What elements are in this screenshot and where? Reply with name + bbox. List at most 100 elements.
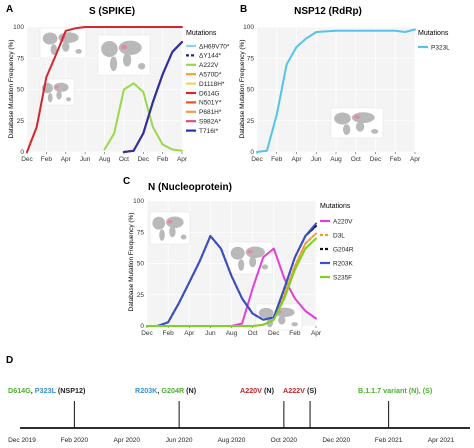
x-tick-label: Apr [184, 330, 195, 337]
map-landmass [42, 32, 58, 45]
map-landmass [230, 246, 245, 260]
x-tick-label: Feb [289, 330, 301, 337]
map-highlight [120, 44, 128, 50]
map-landmass [291, 322, 298, 327]
map-landmass [371, 129, 379, 134]
map-inset [149, 211, 191, 245]
map-landmass [75, 49, 82, 54]
map-landmass [152, 216, 166, 230]
legend-label: P681H* [199, 109, 222, 116]
timeline-event-label: R203K, G204R (N) [135, 386, 197, 395]
timeline-event-text: , [157, 386, 161, 395]
panel-b: B NSP12 (RdRp) Database Mutation Frequen… [239, 4, 450, 163]
y-axis-label: Database Mutation Frequency (%) [239, 40, 246, 139]
series-line [146, 247, 317, 327]
y-tick-label: 100 [243, 24, 254, 31]
timeline-event-text: (NSP12) [56, 386, 86, 395]
x-tick-label: Dec [21, 156, 33, 163]
y-tick-label: 25 [247, 118, 255, 125]
legend-label: S982A* [199, 119, 222, 126]
map-highlight [54, 85, 60, 89]
timeline-event-text: A220V [240, 386, 262, 395]
y-tick-label: 0 [250, 149, 254, 156]
y-tick-label: 50 [247, 87, 255, 94]
map-landmass [122, 53, 132, 67]
timeline-date-label: Oct 2020 [271, 437, 298, 444]
series-line [122, 41, 183, 153]
timeline-date-label: Apr 2021 [428, 437, 455, 444]
timeline-event-label: B.1.1.7 variant (N), (S) [358, 386, 433, 395]
x-tick-label: Aug [99, 156, 111, 163]
map-landmass [109, 56, 118, 71]
x-tick-label: Feb [163, 330, 175, 337]
map-inset [39, 27, 87, 59]
map-landmass [245, 246, 265, 258]
x-tick-label: Feb [157, 156, 169, 163]
panel-letter: D [6, 355, 13, 366]
y-axis-label: Database Mutation Frequency (%) [8, 40, 15, 139]
legend-label: A222V [199, 62, 219, 69]
y-tick-label: 25 [17, 118, 25, 125]
x-tick-label: Oct [119, 156, 129, 163]
panel-title: S (SPIKE) [89, 6, 135, 17]
x-tick-label: Dec [137, 156, 149, 163]
panel-c: C N (Nucleoprotein) Database Mutation Fr… [123, 176, 354, 337]
x-tick-label: Feb [390, 156, 402, 163]
legend-label: T716I* [199, 128, 219, 135]
map-landmass [101, 41, 118, 57]
map-landmass [355, 121, 365, 132]
legend-label: R203K [333, 260, 354, 267]
panel-letter: B [240, 4, 247, 15]
timeline-event-text: G204R [161, 386, 185, 395]
map-landmass [180, 234, 187, 240]
y-tick-label: 25 [137, 292, 145, 299]
x-tick-label: Jun [80, 156, 91, 163]
panel-letter: C [123, 176, 130, 187]
legend-title: Mutations [418, 30, 449, 37]
timeline-date-label: Aug 2020 [218, 437, 246, 444]
map-landmass [66, 97, 71, 102]
y-tick-label: 100 [13, 24, 24, 31]
map-highlight [353, 115, 361, 119]
map-landmass [159, 229, 165, 241]
map-highlight [167, 219, 173, 224]
legend-label: ΔY144* [199, 53, 222, 60]
legend-title: Mutations [320, 203, 351, 210]
map-landmass [351, 112, 375, 123]
x-tick-label: Apr [311, 330, 322, 337]
map-landmass [118, 40, 142, 55]
y-tick-label: 75 [247, 55, 255, 62]
timeline-event-text: R203K [135, 386, 158, 395]
timeline-date-label: Jun 2020 [166, 437, 193, 444]
map-inset [97, 34, 151, 76]
map-inset [227, 241, 273, 275]
legend-label: D614G [199, 90, 220, 97]
legend-label: A570D* [199, 72, 222, 79]
map-landmass [138, 62, 146, 70]
timeline-date-label: Dec 2020 [322, 437, 350, 444]
map-inset [330, 107, 384, 139]
timeline-date-label: Feb 2021 [375, 437, 403, 444]
y-tick-label: 50 [137, 261, 145, 268]
legend-title: Mutations [186, 30, 217, 37]
x-tick-label: Dec [370, 156, 382, 163]
map-landmass [169, 226, 176, 238]
x-tick-label: Apr [291, 156, 302, 163]
series-line [256, 28, 416, 153]
x-tick-label: Feb [271, 156, 283, 163]
panel-a: A S (SPIKE) Database Mutation Frequency … [6, 4, 230, 163]
timeline-event-text: , [31, 386, 35, 395]
x-tick-label: Apr [61, 156, 72, 163]
timeline-event-text: (N) [262, 386, 275, 395]
x-tick-label: Apr [410, 156, 421, 163]
map-landmass [238, 259, 245, 271]
panel-letter: A [6, 4, 13, 15]
legend-label: P323L [431, 44, 450, 51]
legend-label: ΔH69V70* [199, 43, 230, 50]
y-tick-label: 0 [140, 323, 144, 330]
timeline-date-label: Apr 2020 [114, 437, 141, 444]
legend-label: N501Y* [199, 100, 222, 107]
map-landmass [166, 216, 184, 229]
map-landmass [56, 90, 62, 100]
timeline-event-text: A222V [283, 386, 305, 395]
